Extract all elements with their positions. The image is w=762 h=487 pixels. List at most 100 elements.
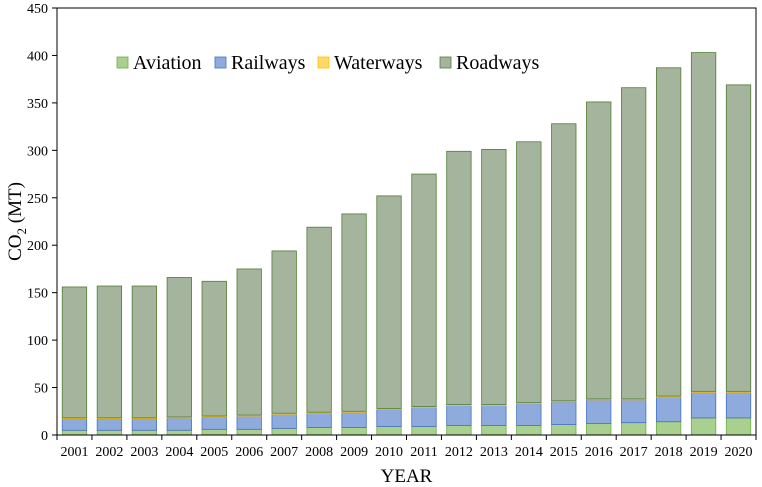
y-tick-label-100: 100 bbox=[27, 334, 48, 349]
bar-roadways-2004 bbox=[166, 277, 192, 418]
bar-roadways-2002 bbox=[96, 285, 123, 419]
bar-aviation-2014 bbox=[516, 425, 542, 436]
bar-railways-2004 bbox=[166, 417, 192, 431]
bar-aviation-2010 bbox=[376, 426, 402, 436]
legend-swatch-waterways bbox=[317, 56, 330, 69]
x-tick-label-2015: 2015 bbox=[550, 445, 578, 460]
bar-roadways-2018 bbox=[655, 67, 682, 397]
bar-railways-2002 bbox=[96, 418, 123, 431]
x-tick-label-2008: 2008 bbox=[305, 445, 333, 460]
bar-railways-2016 bbox=[586, 399, 612, 425]
legend: Aviation Railways Waterways Roadways bbox=[116, 52, 540, 74]
x-tick-label-2018: 2018 bbox=[655, 445, 683, 460]
bar-railways-2005 bbox=[201, 416, 227, 430]
y-axis-title-subscript: 2 bbox=[14, 228, 29, 235]
bar-aviation-2004 bbox=[166, 429, 192, 436]
bar-railways-2015 bbox=[551, 401, 577, 425]
x-tick-label-2012: 2012 bbox=[445, 445, 473, 460]
x-tick-label-2020: 2020 bbox=[725, 445, 753, 460]
bar-aviation-2008 bbox=[306, 427, 332, 436]
x-tick-label-2001: 2001 bbox=[60, 445, 88, 460]
y-tick-label-250: 250 bbox=[27, 192, 48, 207]
x-tick-label-2014: 2014 bbox=[515, 445, 543, 460]
legend-label-railways: Railways bbox=[231, 52, 306, 74]
bar-roadways-2015 bbox=[551, 123, 577, 402]
y-axis-title-unit: (MT) bbox=[5, 182, 26, 228]
legend-swatch-aviation bbox=[116, 56, 129, 69]
y-tick-label-450: 450 bbox=[27, 2, 48, 17]
bar-railways-2006 bbox=[236, 415, 262, 430]
bar-aviation-2018 bbox=[655, 421, 682, 436]
y-tick-label-50: 50 bbox=[34, 382, 48, 397]
bar-aviation-2019 bbox=[690, 417, 717, 436]
bar-roadways-2020 bbox=[725, 84, 752, 392]
bar-aviation-2009 bbox=[341, 427, 367, 436]
bar-railways-2007 bbox=[271, 413, 297, 429]
x-tick-label-2003: 2003 bbox=[130, 445, 158, 460]
bars-layer bbox=[61, 52, 752, 436]
x-tick-label-2017: 2017 bbox=[620, 445, 648, 460]
bar-roadways-2003 bbox=[131, 285, 157, 419]
bar-aviation-2001 bbox=[61, 429, 88, 436]
legend-label-roadways: Roadways bbox=[456, 52, 540, 74]
bar-aviation-2016 bbox=[586, 423, 612, 436]
bar-aviation-2002 bbox=[96, 429, 123, 436]
x-tick-label-2004: 2004 bbox=[165, 445, 193, 460]
bar-railways-2019 bbox=[690, 391, 717, 419]
bar-aviation-2003 bbox=[131, 429, 157, 436]
y-tick-label-150: 150 bbox=[27, 287, 48, 302]
bar-railways-2020 bbox=[725, 391, 752, 419]
bar-aviation-2006 bbox=[236, 428, 262, 436]
x-tick-label-2019: 2019 bbox=[690, 445, 718, 460]
bar-aviation-2007 bbox=[271, 427, 297, 436]
legend-label-aviation: Aviation bbox=[133, 52, 202, 74]
bar-roadways-2001 bbox=[61, 286, 88, 419]
legend-label-waterways: Waterways bbox=[334, 52, 423, 74]
legend-swatch-roadways bbox=[439, 56, 452, 69]
x-axis-title: YEAR bbox=[381, 466, 433, 487]
bar-railways-2003 bbox=[131, 418, 157, 431]
y-tick-label-0: 0 bbox=[41, 429, 48, 444]
x-tick-label-2013: 2013 bbox=[480, 445, 508, 460]
bar-aviation-2005 bbox=[201, 428, 227, 436]
y-tick-label-400: 400 bbox=[27, 49, 48, 64]
bar-railways-2009 bbox=[341, 411, 367, 428]
bar-aviation-2015 bbox=[551, 424, 577, 436]
bar-railways-2008 bbox=[306, 412, 332, 428]
x-tick-label-2006: 2006 bbox=[235, 445, 263, 460]
bar-aviation-2013 bbox=[481, 425, 507, 436]
bar-railways-2011 bbox=[411, 407, 437, 427]
x-tick-label-2002: 2002 bbox=[95, 445, 123, 460]
y-tick-label-300: 300 bbox=[27, 144, 48, 159]
x-tick-label-2009: 2009 bbox=[340, 445, 368, 460]
bar-aviation-2017 bbox=[621, 422, 647, 436]
legend-swatch-railways bbox=[214, 56, 227, 69]
bar-roadways-2013 bbox=[481, 148, 507, 406]
bar-roadways-2016 bbox=[586, 101, 612, 400]
bar-roadways-2011 bbox=[411, 173, 437, 407]
y-axis-title: CO2 (MT) bbox=[5, 182, 29, 261]
bar-railways-2001 bbox=[61, 418, 88, 431]
bar-railways-2013 bbox=[481, 405, 507, 426]
bar-roadways-2007 bbox=[271, 250, 297, 414]
bar-roadways-2019 bbox=[690, 52, 717, 392]
y-tick-label-200: 200 bbox=[27, 239, 48, 254]
bar-roadways-2010 bbox=[376, 195, 402, 409]
bar-roadways-2009 bbox=[341, 213, 367, 412]
bar-roadways-2006 bbox=[236, 268, 262, 416]
bar-aviation-2020 bbox=[725, 417, 752, 436]
bar-aviation-2011 bbox=[411, 426, 437, 436]
bar-roadways-2008 bbox=[306, 226, 332, 413]
x-tick-label-2005: 2005 bbox=[200, 445, 228, 460]
bar-railways-2017 bbox=[621, 399, 647, 424]
bar-roadways-2014 bbox=[516, 141, 542, 404]
y-axis-title-main: CO bbox=[5, 235, 26, 261]
bar-roadways-2017 bbox=[621, 87, 647, 400]
bar-roadways-2012 bbox=[446, 150, 472, 406]
bar-roadways-2005 bbox=[201, 280, 227, 417]
bar-railways-2018 bbox=[655, 396, 682, 423]
x-tick-label-2016: 2016 bbox=[585, 445, 613, 460]
bar-railways-2012 bbox=[446, 405, 472, 426]
x-tick-label-2011: 2011 bbox=[410, 445, 437, 460]
x-tick-label-2007: 2007 bbox=[270, 445, 298, 460]
